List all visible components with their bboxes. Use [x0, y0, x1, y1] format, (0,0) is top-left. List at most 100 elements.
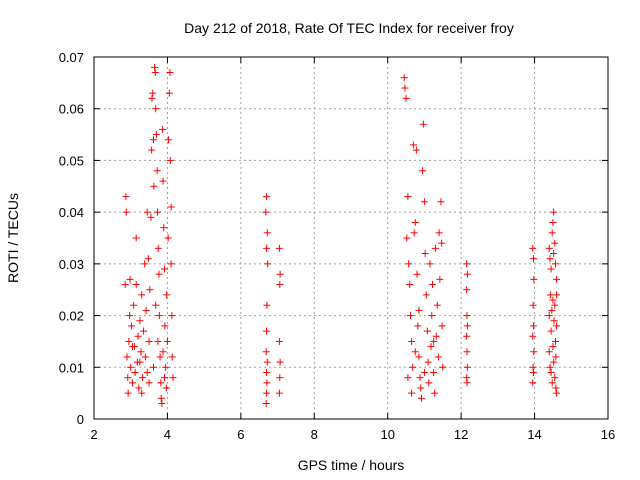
- data-point: [552, 353, 560, 361]
- data-point: [136, 317, 144, 325]
- data-point: [408, 389, 416, 397]
- y-tick-label: 0.03: [59, 257, 84, 272]
- data-point: [431, 389, 439, 397]
- data-point: [430, 337, 438, 345]
- data-point: [145, 337, 153, 345]
- data-point: [263, 327, 271, 335]
- x-tick-label: 2: [90, 427, 97, 442]
- data-point: [148, 146, 156, 154]
- data-point: [127, 322, 135, 330]
- data-point: [435, 229, 443, 237]
- x-tick-labels: 2 4 6 8 10 12 14 16: [90, 427, 615, 442]
- data-point: [463, 322, 471, 330]
- data-point: [129, 379, 137, 387]
- data-point: [421, 250, 429, 258]
- data-point: [163, 337, 171, 345]
- data-point: [548, 306, 556, 314]
- data-point: [548, 379, 556, 387]
- data-point: [400, 74, 408, 82]
- data-point: [263, 229, 271, 237]
- x-tick-label: 6: [237, 427, 244, 442]
- data-point: [152, 105, 160, 113]
- y-tick-label: 0.04: [59, 205, 84, 220]
- data-point: [122, 208, 130, 216]
- data-point: [136, 358, 144, 366]
- data-point: [126, 312, 134, 320]
- data-point: [150, 182, 158, 190]
- data-point: [275, 389, 283, 397]
- data-point: [276, 374, 284, 382]
- data-point: [438, 239, 446, 247]
- y-axis-label: ROTI / TECUs: [5, 193, 21, 283]
- data-point: [263, 389, 271, 397]
- data-point: [552, 384, 560, 392]
- data-point: [551, 374, 559, 382]
- data-point: [406, 281, 414, 289]
- x-tick-label: 8: [311, 427, 318, 442]
- data-point: [138, 291, 146, 299]
- data-point: [151, 69, 159, 77]
- data-point: [463, 312, 471, 320]
- data-point: [434, 353, 442, 361]
- data-point: [164, 234, 172, 242]
- data-point: [463, 348, 471, 356]
- data-point: [275, 244, 283, 252]
- data-point: [529, 255, 537, 263]
- chart-title: Day 212 of 2018, Rate Of TEC Index for r…: [184, 20, 514, 36]
- data-point: [263, 358, 271, 366]
- data-point: [146, 286, 154, 294]
- data-point: [153, 167, 161, 175]
- data-point: [263, 301, 271, 309]
- data-point: [424, 358, 432, 366]
- data-point: [529, 301, 537, 309]
- data-point: [463, 379, 471, 387]
- data-point: [431, 244, 439, 252]
- data-point: [131, 368, 139, 376]
- x-tick-label: 16: [601, 427, 615, 442]
- data-point: [549, 296, 557, 304]
- data-point: [155, 270, 163, 278]
- data-point: [165, 89, 173, 97]
- data-point: [143, 368, 151, 376]
- data-point: [138, 374, 146, 382]
- data-point: [262, 208, 270, 216]
- data-point: [463, 270, 471, 278]
- data-point: [130, 301, 138, 309]
- data-point: [551, 239, 559, 247]
- data-point: [547, 368, 555, 376]
- data-point: [263, 368, 271, 376]
- data-point: [158, 399, 166, 407]
- data-point: [401, 84, 409, 92]
- data-point: [420, 198, 428, 206]
- data-point: [159, 348, 167, 356]
- data-point: [165, 136, 173, 144]
- data-point: [439, 363, 447, 371]
- data-point: [411, 218, 419, 226]
- data-point: [135, 384, 143, 392]
- data-point: [262, 399, 270, 407]
- data-point: [432, 332, 440, 340]
- data-point: [415, 353, 423, 361]
- data-point: [436, 275, 444, 283]
- data-point: [262, 348, 270, 356]
- data-point: [417, 394, 425, 402]
- y-tick-label: 0.02: [59, 309, 84, 324]
- x-tick-label: 14: [527, 427, 541, 442]
- data-point: [550, 358, 558, 366]
- data-point: [414, 322, 422, 330]
- data-point: [402, 94, 410, 102]
- data-point: [162, 363, 170, 371]
- data-point: [152, 301, 160, 309]
- x-tick-label: 12: [454, 427, 468, 442]
- data-point: [160, 374, 168, 382]
- data-point: [161, 322, 169, 330]
- data-point: [529, 332, 537, 340]
- data-point: [154, 337, 162, 345]
- data-point: [547, 265, 555, 273]
- data-point: [419, 167, 427, 175]
- data-point: [141, 260, 149, 268]
- data-point: [405, 260, 413, 268]
- data-point: [404, 374, 412, 382]
- data-point: [263, 244, 271, 252]
- data-point: [263, 379, 271, 387]
